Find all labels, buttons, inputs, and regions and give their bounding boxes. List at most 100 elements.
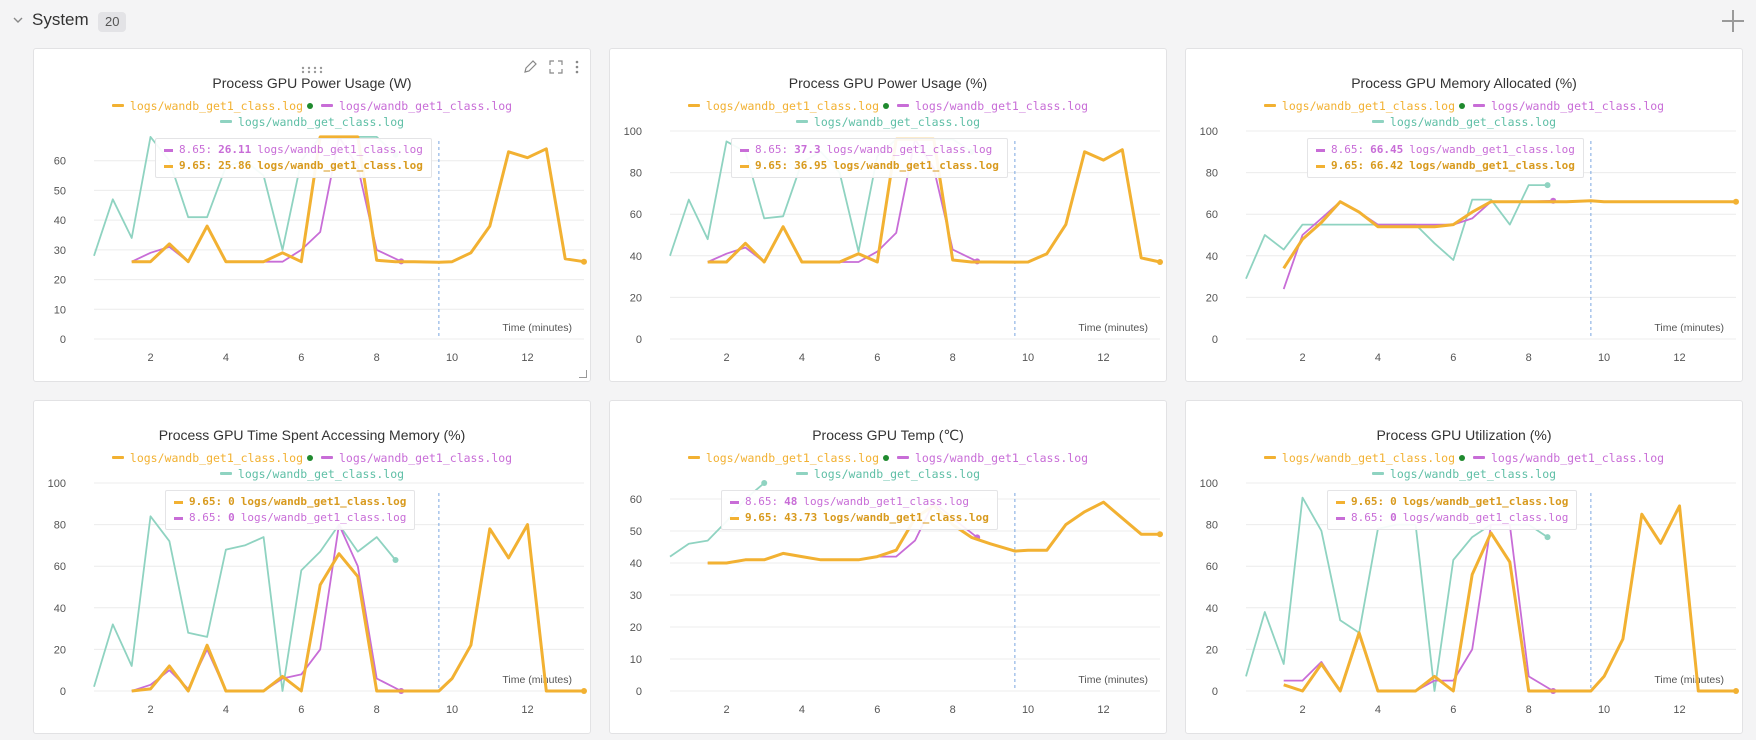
y-tick-label: 0 [60,334,66,346]
x-axis-label: Time (minutes) [1654,322,1724,334]
tooltip-run: logs/wandb_get1_class.log [1402,495,1569,508]
x-tick-label: 2 [723,704,729,716]
legend-label: logs/wandb_get_class.log [237,114,405,129]
legend-label: logs/wandb_get_class.log [237,466,405,481]
y-tick-label: 30 [630,590,642,602]
tooltip-swatch [174,516,183,520]
legend: logs/wandb_get1_class.log logs/wandb_get1… [610,96,1166,113]
tooltip-swatch [174,500,183,504]
x-tick-label: 6 [874,704,880,716]
hover-tooltip: 8.65: 48 logs/wandb_get1_class.log 9.65: 43.… [721,490,998,530]
legend: logs/wandb_get1_class.log logs/wandb_get1… [1186,96,1742,113]
x-tick-label: 2 [147,352,153,364]
y-tick-label: 60 [630,209,642,221]
tooltip-row: 8.65: 48 logs/wandb_get1_class.log [730,494,989,510]
chevron-down-icon[interactable] [10,14,26,30]
line-chart[interactable]: 0 20 40 60 80 100 2 4 6 8 10 12 Time (minutes) [610,49,1166,381]
series-end-point [1157,259,1163,266]
legend-row: logs/wandb_get_class.log [1186,112,1742,129]
tooltip-run: logs/wandb_get1_class.log [826,143,993,156]
y-tick-label: 60 [630,494,642,506]
x-tick-label: 12 [1673,352,1685,364]
chart-panel[interactable]: Process GPU Time Spent Accessing Memory … [33,400,591,734]
x-tick-label: 4 [1375,352,1381,364]
series-line[interactable] [1245,184,1548,280]
chart-panel[interactable]: Process GPU Temp (℃) logs/wandb_get1_clas… [609,400,1167,734]
line-chart[interactable]: 0 20 40 60 80 100 2 4 6 8 10 12 Time (minutes) [1186,49,1742,381]
drag-handle-icon[interactable] [299,61,325,74]
pencil-icon[interactable] [522,59,538,75]
series-line[interactable] [93,515,397,692]
tooltip-row: 8.65: 0 logs/wandb_get1_class.log [174,510,406,526]
chart-panel[interactable]: Process GPU Power Usage (%) logs/wandb_ge… [609,48,1167,382]
section-header: System 20 [0,0,1756,44]
tooltip-value: 66.42 [1370,159,1404,172]
chart-panel[interactable]: Process GPU Utilization (%) logs/wandb_ge… [1185,400,1743,734]
tooltip-row: 8.65: 66.45 logs/wandb_get1_class.log [1316,142,1575,158]
section-title[interactable]: System [32,10,89,29]
tooltip-swatch [740,164,749,168]
legend-item: logs/wandb_get1_class.log [1263,99,1465,113]
legend-swatch [795,472,808,475]
legend-item: logs/wandb_get1_class.log [897,99,1088,113]
y-tick-label: 80 [54,520,66,532]
legend-item: logs/wandb_get_class.log [219,466,405,481]
line-chart[interactable]: 0 10 20 30 40 50 60 2 4 6 8 10 12 Time (minutes) [610,401,1166,733]
series-end-point [1733,688,1739,694]
x-tick-label: 2 [1299,704,1305,716]
x-tick-label: 8 [1526,704,1532,716]
tooltip-x: 8.65: [745,495,779,508]
chart-panel[interactable]: Process GPU Memory Allocated (%) logs/wan… [1185,48,1743,382]
y-tick-label: 40 [1206,603,1218,615]
x-tick-label: 6 [298,352,304,364]
panel-title: Process GPU Power Usage (%) [788,75,988,91]
y-tick-label: 20 [1206,292,1218,304]
y-tick-label: 100 [624,126,642,138]
resize-handle[interactable] [579,370,587,378]
tooltip-x: 9.65: [189,495,223,508]
line-chart[interactable]: 0 20 40 60 80 100 2 4 6 8 10 12 Time (minutes) [34,401,590,733]
x-tick-label: 6 [1450,352,1456,364]
tooltip-value: 0 [228,495,235,508]
x-tick-label: 12 [1097,704,1109,716]
y-tick-label: 60 [1206,209,1218,221]
tooltip-swatch [164,164,173,168]
legend-swatch [1371,472,1384,475]
x-tick-label: 8 [950,704,956,716]
tooltip-run: logs/wandb_get1_class.log [240,495,407,508]
more-vertical-icon[interactable] [574,59,580,75]
tooltip-x: 8.65: [179,143,213,156]
y-tick-label: 100 [1200,478,1218,490]
series-end-point [1157,531,1163,538]
line-chart[interactable]: 0 10 20 30 40 50 60 2 4 6 8 10 12 Time (minutes) [34,49,590,381]
tooltip-row: 8.65: 0 logs/wandb_get1_class.log [1336,510,1568,526]
line-chart[interactable]: 0 20 40 60 80 100 2 4 6 8 10 12 Time (minutes) [1186,401,1742,733]
series-line[interactable] [131,135,585,264]
legend-row: logs/wandb_get_class.log [34,112,590,129]
series-end-point [581,688,587,694]
x-tick-label: 4 [799,352,805,364]
x-axis-label: Time (minutes) [1654,674,1724,686]
tooltip-x: 8.65: [755,143,789,156]
legend-item: logs/wandb_get1_class.log [1473,99,1664,113]
y-tick-label: 60 [54,156,66,168]
series-line[interactable] [1283,504,1736,693]
legend-item: logs/wandb_get_class.log [795,115,980,129]
plus-icon[interactable] [1718,6,1748,36]
legend-label: logs/wandb_get1_class.log [1491,98,1665,113]
legend-item: logs/wandb_get_class.log [1371,115,1556,129]
x-tick-label: 10 [1022,352,1034,364]
tooltip-x: 8.65: [1331,143,1365,156]
series-line[interactable] [1282,199,1736,270]
legend-item: logs/wandb_get1_class.log [321,99,512,113]
panel-title: Process GPU Power Usage (W) [212,75,412,91]
tooltip-swatch [1316,164,1325,168]
tooltip-run: logs/wandb_get1_class.log [240,511,407,524]
fullscreen-icon[interactable] [548,59,564,75]
legend-marker-dot [307,454,313,461]
chart-panel[interactable]: Process GPU Power Usage (W) logs/wandb_ge… [33,48,591,382]
legend-row: logs/wandb_get_class.log [610,112,1166,129]
legend: logs/wandb_get1_class.log logs/wandb_get1… [610,448,1166,465]
series-line[interactable] [131,523,584,693]
legend-label: logs/wandb_get1_class.log [129,98,303,113]
